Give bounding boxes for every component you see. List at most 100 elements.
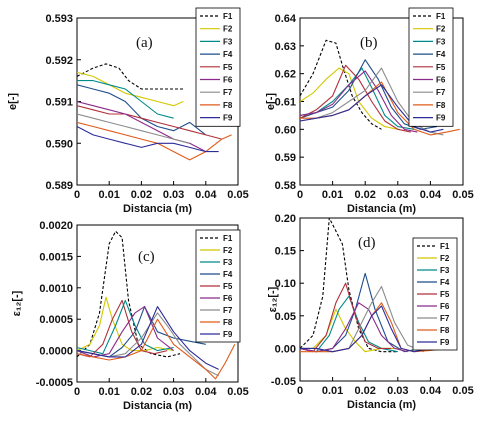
panel-b-ytick-label: 0.58 bbox=[275, 180, 296, 192]
panel-b-ytick-label: 0.60 bbox=[275, 124, 296, 136]
panel-b-legend-label-f5: F5 bbox=[436, 63, 446, 72]
panel-c-ytick-label: 0.0005 bbox=[39, 314, 73, 326]
panel-b-ytick-label: 0.63 bbox=[275, 41, 296, 53]
panel-b-legend-label-f9: F9 bbox=[436, 114, 446, 123]
panel-b-legend-label-f6: F6 bbox=[436, 76, 446, 85]
panel-a-xtick-label: 0.02 bbox=[131, 189, 152, 201]
panel-b-xlabel: Distancia (m) bbox=[347, 203, 416, 215]
panel-d-series-group bbox=[300, 218, 457, 353]
panel-c-legend-label-f2: F2 bbox=[223, 246, 233, 255]
panel-d-series-f9 bbox=[300, 305, 444, 353]
panel-c-xlabel: Distancia (m) bbox=[123, 400, 192, 412]
panel-a-legend-label-f7: F7 bbox=[223, 88, 233, 97]
panel-a-legend-label-f9: F9 bbox=[223, 114, 233, 123]
panel-b-ytick-label: 0.62 bbox=[275, 69, 296, 81]
panel-b-xtick-label: 0.05 bbox=[452, 189, 473, 201]
panel-d-ytick-label: 0.05 bbox=[275, 311, 296, 323]
panel-d-ylabel: ε₁₂[-] bbox=[267, 286, 279, 312]
panel-d-ytick-label: 0.20 bbox=[275, 213, 296, 225]
panel-d-legend-label-f9: F9 bbox=[440, 338, 450, 347]
panel-c-legend-label-f4: F4 bbox=[223, 270, 233, 279]
panel-a-legend-label-f2: F2 bbox=[223, 25, 233, 34]
panel-c-legend-label-f9: F9 bbox=[223, 330, 233, 339]
panel-b-series-f1 bbox=[300, 39, 382, 130]
panel-c-xtick-label: 0.04 bbox=[195, 386, 217, 398]
panel-c-ylabel: ε₁₂[-] bbox=[11, 290, 23, 316]
panel-b-legend-label-f4: F4 bbox=[436, 50, 446, 59]
panel-c-label: (c) bbox=[138, 249, 155, 265]
panel-b-legend-label-f2: F2 bbox=[436, 25, 446, 34]
panel-d-series-f6 bbox=[300, 302, 408, 353]
panel-b-series-f6 bbox=[300, 70, 418, 133]
panel-b-legend-label-f7: F7 bbox=[436, 88, 446, 97]
panel-c-legend: F1 F2 F3 F4 F5 F6 F7 F8 F9 bbox=[195, 229, 241, 343]
panel-b-label: (b) bbox=[360, 35, 378, 51]
panel-c-legend-label-f8: F8 bbox=[223, 318, 233, 327]
panel-b-legend-label-f8: F8 bbox=[436, 101, 446, 110]
panel-b-series-f3 bbox=[300, 67, 415, 130]
panel-a-legend-label-f6: F6 bbox=[223, 76, 233, 85]
panel-a-xtick-label: 0.04 bbox=[195, 189, 217, 201]
panel-c-xtick-label: 0 bbox=[74, 386, 80, 398]
panel-c-legend-label-f6: F6 bbox=[223, 294, 233, 303]
panel-d-legend-label-f1: F1 bbox=[440, 242, 450, 251]
panel-b-ytick-label: 0.61 bbox=[275, 97, 296, 109]
panel-d-ytick-label: -0.05 bbox=[271, 376, 296, 388]
panel-d-legend-label-f3: F3 bbox=[440, 266, 450, 275]
panel-c-ytick-label: 0.0010 bbox=[39, 283, 73, 295]
panel-d-legend-label-f8: F8 bbox=[440, 326, 450, 335]
panel-b-ytick-label: 0.64 bbox=[275, 13, 297, 25]
panel-d-xtick-label: 0 bbox=[297, 385, 303, 397]
panel-c-xtick-label: 0.01 bbox=[98, 386, 119, 398]
panel-d-legend-label-f7: F7 bbox=[440, 314, 450, 323]
panel-b-series-f5 bbox=[300, 64, 411, 133]
panel-c-legend-label-f3: F3 bbox=[223, 258, 233, 267]
panel-a-series-group bbox=[77, 63, 232, 161]
panel-a-legend-label-f8: F8 bbox=[223, 101, 233, 110]
panel-c-series-f2 bbox=[77, 296, 174, 352]
panel-a-series-f7 bbox=[77, 113, 190, 144]
panel-d-series-f5 bbox=[300, 282, 392, 353]
panel-d-series-f1 bbox=[300, 218, 398, 353]
panel-b-xtick-label: 0.03 bbox=[387, 189, 408, 201]
panel-d-legend-label-f6: F6 bbox=[440, 302, 450, 311]
panel-c-series-f1 bbox=[77, 230, 181, 358]
panel-d-xtick-label: 0.05 bbox=[452, 385, 473, 397]
panel-b-plot: 0 0.01 0.02 0.03 0.04 0.05 0.58 0.59 0.60 0.61 0.6… bbox=[265, 7, 474, 215]
panel-a-legend: F1 F2 F3 F4 F5 F6 F7 F8 F9 bbox=[195, 7, 241, 127]
panel-c-series-f8 bbox=[77, 318, 236, 380]
panel-b-xtick-label: 0.02 bbox=[354, 189, 375, 201]
panel-d-label: (d) bbox=[358, 235, 376, 251]
panel-c-legend-label-f1: F1 bbox=[223, 234, 233, 243]
panel-a-ylabel: e[-] bbox=[7, 93, 19, 110]
panel-a-ytick-label: 0.590 bbox=[45, 138, 73, 150]
panel-a-legend-label-f4: F4 bbox=[223, 50, 233, 59]
panel-d-ytick-label: 0.00 bbox=[275, 343, 296, 355]
panel-b-xtick-label: 0.04 bbox=[420, 189, 442, 201]
panel-b-legend-label-f3: F3 bbox=[436, 37, 446, 46]
panel-c-series-group bbox=[77, 230, 236, 380]
panel-c-ytick-label: 0.0015 bbox=[39, 251, 73, 263]
panel-a-label: (a) bbox=[136, 35, 153, 51]
panel-b-legend: F1 F2 F3 F4 F5 F6 F7 F8 F9 bbox=[408, 7, 454, 127]
panel-b-series-group bbox=[300, 39, 460, 136]
panel-c-series-f6 bbox=[77, 306, 174, 358]
panel-c-xtick-label: 0.03 bbox=[163, 386, 184, 398]
panel-d-xtick-label: 0.02 bbox=[354, 385, 375, 397]
panel-a-legend-label-f5: F5 bbox=[223, 63, 233, 72]
panel-a-xtick-label: 0 bbox=[74, 189, 80, 201]
panel-b-legend-label-f1: F1 bbox=[436, 12, 446, 21]
panel-d-xtick-label: 0.01 bbox=[322, 385, 343, 397]
panel-d-xtick-label: 0.04 bbox=[420, 385, 442, 397]
panel-a-series-f6 bbox=[77, 100, 207, 153]
panel-d-legend-label-f5: F5 bbox=[440, 290, 450, 299]
panel-a-ytick-label: 0.592 bbox=[45, 55, 73, 67]
panel-c-series-f9 bbox=[77, 306, 219, 370]
panel-a-series-f8 bbox=[77, 121, 232, 161]
panel-d-ytick-label: 0.15 bbox=[275, 246, 296, 258]
panel-d-legend-label-f2: F2 bbox=[440, 254, 450, 263]
panel-b-series-f2 bbox=[300, 67, 398, 130]
panel-a-plot: 0 0.01 0.02 0.03 0.04 0.05 0.589 0.590 0.591 0.59… bbox=[7, 7, 249, 215]
panel-b-xtick-label: 0.01 bbox=[322, 189, 343, 201]
panel-c-legend-label-f5: F5 bbox=[223, 282, 233, 291]
